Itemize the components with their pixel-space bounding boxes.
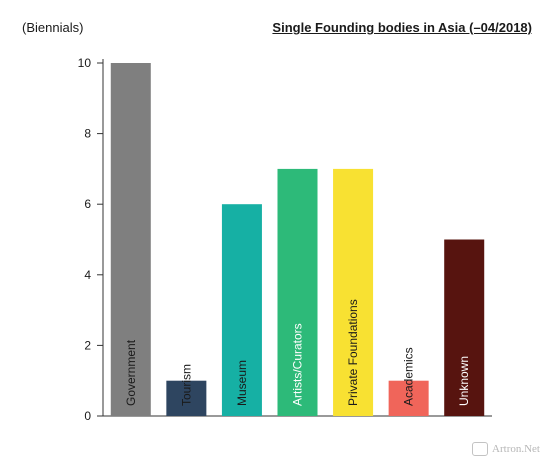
bar-museum — [221, 204, 262, 416]
watermark: Artron.Net — [472, 442, 540, 456]
watermark-text: Artron.Net — [492, 443, 540, 455]
y-tick-label: 6 — [84, 197, 91, 211]
chart-title: Single Founding bodies in Asia (–04/2018… — [272, 20, 532, 35]
bar-category-label: Artists/Curators — [291, 323, 305, 406]
bar-tourism — [166, 380, 207, 416]
bar-category-label: Private Foundations — [346, 299, 360, 406]
bar-category-label: Unknown — [457, 356, 471, 406]
bar-artists-curators — [277, 168, 318, 416]
bar-academics — [388, 380, 429, 416]
bar-category-label: Tourism — [179, 364, 193, 406]
bar-government — [110, 63, 151, 416]
y-tick-label: 10 — [78, 56, 92, 70]
bar-category-label: Academics — [402, 347, 416, 406]
y-tick-label: 8 — [84, 127, 91, 141]
y-tick-label: 0 — [84, 409, 91, 423]
y-tick-label: 4 — [84, 268, 91, 282]
bar-category-label: Government — [124, 339, 138, 406]
artron-logo-icon — [472, 442, 489, 456]
bar-category-label: Museum — [235, 360, 249, 406]
unit-label: (Biennials) — [22, 20, 84, 35]
y-tick-label: 2 — [84, 338, 91, 352]
bar-unknown — [444, 239, 485, 416]
bar-private-foundations — [333, 168, 374, 416]
